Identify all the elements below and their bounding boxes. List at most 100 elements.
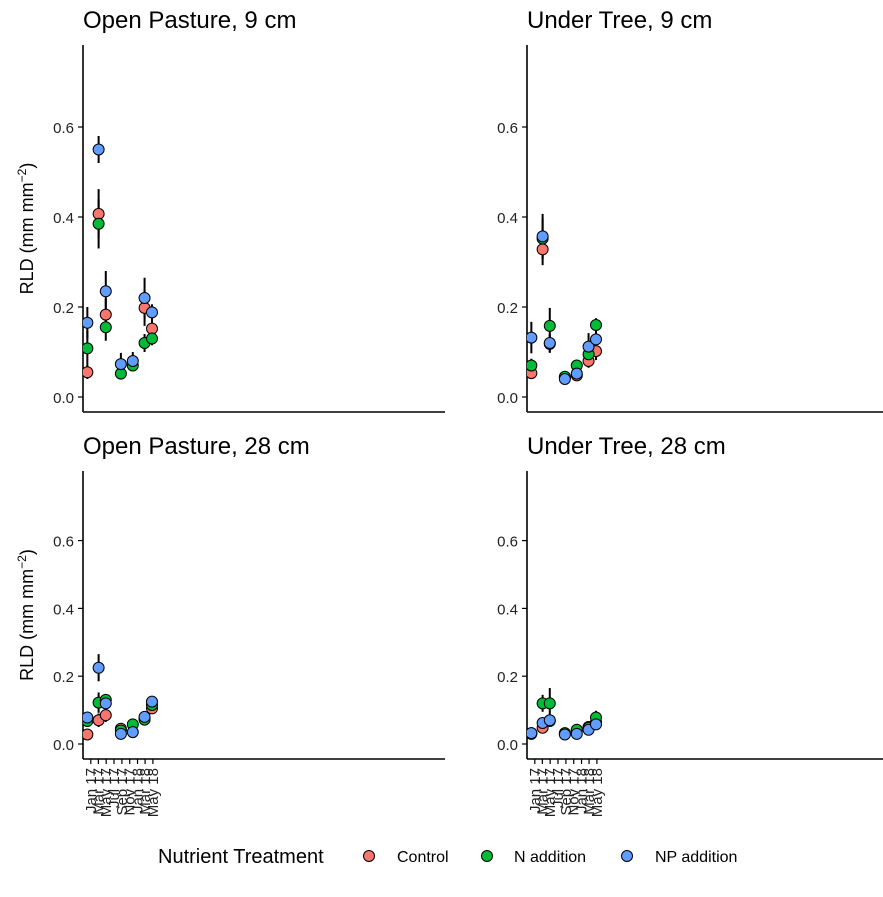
y-axis-label: RLD (mm mm−2) [15, 163, 37, 295]
point-control [92, 207, 105, 220]
point-control [536, 243, 549, 256]
point-np-addition [543, 714, 556, 727]
legend-key-np-addition [621, 850, 633, 862]
panel-title: Under Tree, 28 cm [527, 433, 726, 460]
legend: Nutrient Treatment Control N addition NP… [158, 846, 737, 868]
x-tick-label: Jan 17 [527, 768, 544, 813]
x-tick-label: May 17 [98, 768, 115, 817]
data-marks [83, 654, 158, 741]
x-tick-label: May 18 [145, 768, 162, 817]
point-control [99, 308, 112, 321]
x-tick-label: Nov 17 [122, 768, 139, 816]
point-np-addition [558, 728, 571, 741]
x-tick-label: Sep 17 [558, 768, 575, 816]
y-tick-label: 0.6 [497, 120, 518, 137]
point-np-addition [114, 727, 127, 740]
point-np-addition [114, 358, 127, 371]
y-tick-label: 0.4 [53, 601, 74, 618]
point-np-addition [527, 727, 538, 740]
point-n-addition [543, 697, 556, 710]
x-tick-label: Sep 17 [114, 768, 131, 816]
x-tick-label: Mar 18 [137, 768, 154, 815]
legend-title: Nutrient Treatment [158, 846, 324, 868]
point-control [99, 709, 112, 722]
point-np-addition [138, 710, 151, 723]
point-n-addition [589, 319, 602, 331]
point-np-addition [83, 316, 94, 329]
point-np-addition [92, 143, 105, 156]
panel-title: Under Tree, 9 cm [527, 7, 712, 34]
panel-open-pasture-9cm: Open Pasture, 9 cm 0.0 0.2 0.4 0.6 RLD (mm mm… [15, 7, 445, 413]
point-np-addition [558, 373, 571, 385]
point-n-addition [99, 321, 112, 334]
x-tick-label: Mar 18 [581, 768, 598, 815]
point-np-addition [145, 306, 158, 319]
point-np-addition [536, 230, 549, 243]
point-np-addition [99, 697, 112, 710]
x-tick-label: Jul 17 [106, 768, 123, 808]
y-tick-label: 0.2 [497, 300, 518, 317]
panel-under-tree-9cm: Under Tree, 9 cm 0.0 0.2 0.4 0.6 [497, 7, 883, 413]
y-tick-label: 0.6 [497, 534, 518, 551]
point-np-addition [83, 711, 94, 724]
point-n-addition [145, 332, 158, 345]
x-tick-label: Jan 18 [130, 768, 147, 813]
y-axis-label: RLD (mm mm−2) [15, 549, 37, 681]
point-np-addition [582, 340, 595, 353]
point-n-addition [92, 217, 105, 230]
legend-label-control: Control [397, 849, 449, 866]
point-np-addition [570, 727, 583, 740]
y-tick-label: 0.4 [53, 210, 74, 227]
point-np-addition [99, 285, 112, 298]
point-n-addition [527, 359, 538, 372]
point-np-addition [589, 718, 602, 731]
legend-item-control: Control [363, 849, 449, 866]
point-n-addition [83, 342, 94, 355]
y-tick-label: 0.0 [53, 390, 74, 407]
point-np-addition [138, 292, 151, 304]
y-tick-label: 0.4 [497, 601, 518, 618]
point-np-addition [126, 726, 139, 739]
y-tick-label: 0.6 [53, 120, 74, 137]
legend-label-np-addition: NP addition [655, 849, 737, 866]
y-tick-label: 0.0 [497, 737, 518, 754]
y-tick-label: 0.4 [497, 210, 518, 227]
point-np-addition [570, 367, 583, 380]
y-tick-label: 0.6 [53, 534, 74, 551]
point-np-addition [589, 333, 602, 346]
point-np-addition [145, 695, 158, 708]
legend-item-n-addition: N addition [481, 849, 586, 866]
point-np-addition [126, 355, 139, 367]
point-np-addition [92, 661, 105, 674]
point-np-addition [527, 331, 538, 344]
y-tick-label: 0.0 [497, 390, 518, 407]
x-tick-label: Nov 17 [566, 768, 583, 816]
legend-label-n-addition: N addition [514, 849, 586, 866]
point-control [83, 728, 94, 741]
y-tick-label: 0.0 [53, 737, 74, 754]
data-marks [527, 213, 602, 385]
data-marks [527, 688, 602, 741]
x-tick-label: May 17 [542, 768, 559, 817]
x-tick-label: Jan 17 [83, 768, 100, 813]
panels: Open Pasture, 9 cm 0.0 0.2 0.4 0.6 RLD (mm mm… [15, 7, 883, 817]
point-control [145, 322, 158, 335]
point-np-addition [543, 337, 556, 349]
panel-title: Open Pasture, 9 cm [83, 7, 296, 34]
y-tick-label: 0.2 [53, 669, 74, 686]
point-control [83, 366, 94, 379]
x-tick-label: Jul 17 [550, 768, 567, 808]
x-tick-label: Jan 18 [574, 768, 591, 813]
y-tick-label: 0.2 [53, 300, 74, 317]
legend-key-n-addition [481, 850, 493, 862]
panel-open-pasture-28cm: Open Pasture, 28 cm 0.0 0.2 0.4 0.6 RLD (mm m… [15, 433, 445, 817]
panel-title: Open Pasture, 28 cm [83, 433, 310, 460]
y-tick-label: 0.2 [497, 669, 518, 686]
point-n-addition [543, 319, 556, 332]
legend-item-np-addition: NP addition [621, 849, 737, 866]
x-tick-label: Mar 17 [534, 768, 551, 815]
data-marks [83, 136, 158, 380]
legend-key-control [363, 850, 375, 862]
